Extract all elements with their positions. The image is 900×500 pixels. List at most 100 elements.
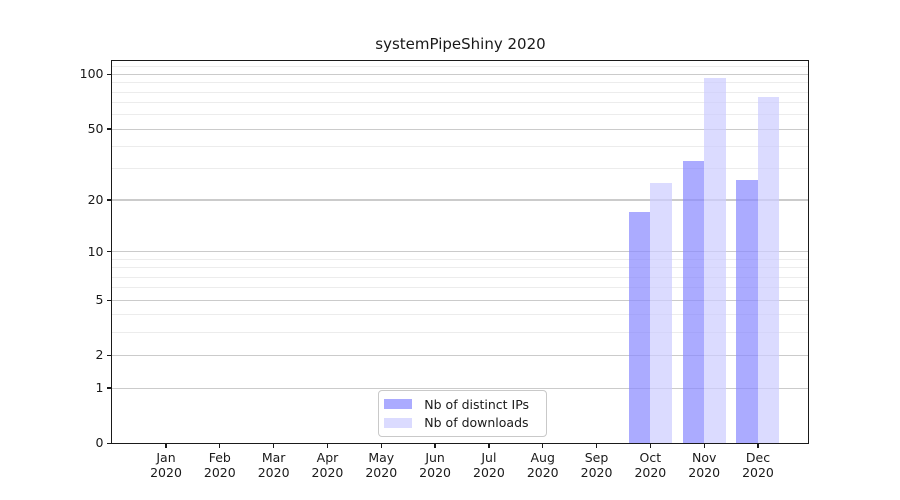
x-tick-year: 2020 (688, 465, 721, 480)
y-tick-label: 2 (95, 347, 104, 363)
y-tick-mark (107, 354, 111, 357)
x-tick-year: 2020 (311, 465, 344, 480)
bar-downloads (650, 182, 672, 444)
x-tick-month: Jun (425, 449, 445, 465)
major-gridline (112, 199, 809, 201)
x-tick-mark (703, 444, 705, 448)
x-tick-mark (219, 444, 221, 448)
x-tick-label: Jan 2020 (136, 450, 196, 481)
major-gridline (112, 355, 809, 357)
x-tick-label: Jul 2020 (459, 450, 519, 481)
x-tick-month: Mar (261, 449, 286, 465)
x-tick-year: 2020 (365, 465, 398, 480)
x-tick-label: May 2020 (351, 450, 411, 481)
legend-entry: Nb of downloads (383, 415, 540, 431)
x-tick-month: May (368, 449, 395, 465)
legend-label: Nb of downloads (424, 415, 529, 431)
legend: Nb of distinct IPs Nb of downloads (377, 389, 547, 438)
x-tick-year: 2020 (526, 465, 559, 480)
x-tick-label: Jun 2020 (405, 450, 465, 481)
legend-label: Nb of distinct IPs (424, 396, 530, 412)
legend-swatch (383, 399, 413, 409)
minor-gridline (112, 145, 809, 148)
x-tick-mark (380, 444, 382, 448)
x-tick-mark (326, 444, 329, 448)
minor-gridline (112, 332, 809, 334)
y-tick-mark (107, 299, 111, 301)
bar-distinct-ips (682, 161, 705, 444)
x-tick-mark (757, 444, 759, 448)
y-tick-label: 100 (79, 66, 104, 82)
x-tick-label: Mar 2020 (244, 450, 304, 481)
x-tick-label: Aug 2020 (513, 450, 573, 481)
x-tick-year: 2020 (150, 465, 182, 480)
x-tick-mark (434, 444, 436, 448)
x-tick-year: 2020 (580, 465, 613, 480)
x-tick-label: Apr 2020 (297, 450, 357, 481)
x-tick-label: Sep 2020 (567, 450, 627, 481)
x-tick-label: Oct 2020 (620, 450, 680, 481)
x-tick-year: 2020 (473, 465, 505, 480)
x-tick-month: Jan (156, 449, 176, 465)
y-tick-mark (107, 387, 111, 389)
bar-distinct-ips (736, 179, 758, 444)
major-gridline (112, 73, 809, 75)
x-tick-month: Oct (639, 449, 662, 465)
y-tick-mark (107, 128, 111, 130)
minor-gridline (112, 82, 809, 84)
bar-downloads (757, 97, 780, 444)
y-tick-label: 50 (87, 120, 104, 136)
x-tick-month: Nov (691, 449, 717, 465)
minor-gridline (112, 66, 809, 68)
x-tick-year: 2020 (203, 465, 236, 480)
x-tick-mark (488, 444, 490, 448)
x-tick-year: 2020 (742, 465, 774, 480)
x-tick-label: Nov 2020 (674, 450, 734, 481)
x-tick-month: Dec (745, 449, 771, 465)
x-tick-mark (165, 444, 167, 448)
y-tick-label: 20 (87, 191, 104, 207)
y-tick-mark (107, 199, 111, 201)
minor-gridline (112, 314, 809, 316)
y-tick-mark (107, 73, 111, 76)
minor-gridline (112, 287, 809, 289)
y-tick-mark (107, 251, 111, 253)
major-gridline (112, 299, 809, 301)
minor-gridline (112, 258, 809, 260)
x-tick-year: 2020 (419, 465, 451, 480)
x-tick-month: Apr (316, 449, 339, 465)
x-tick-year: 2020 (257, 465, 290, 480)
x-tick-month: Jul (481, 449, 497, 465)
x-tick-mark (595, 444, 598, 448)
chart-title: systemPipeShiny 2020 (375, 35, 546, 53)
legend-swatch (383, 418, 413, 428)
major-gridline (112, 128, 809, 130)
minor-gridline (112, 114, 809, 116)
x-tick-mark (272, 444, 275, 448)
x-tick-month: Aug (530, 449, 555, 465)
minor-gridline (112, 168, 809, 170)
y-tick-label: 10 (87, 243, 104, 259)
x-tick-month: Sep (584, 449, 609, 465)
bar-distinct-ips (628, 212, 651, 444)
y-tick-mark (107, 442, 111, 445)
x-tick-label: Feb 2020 (190, 450, 250, 481)
x-tick-month: Feb (208, 449, 231, 465)
minor-gridline (112, 102, 809, 104)
y-tick-label: 5 (95, 292, 104, 307)
major-gridline (112, 387, 809, 389)
x-tick-mark (542, 444, 544, 448)
x-tick-mark (649, 444, 651, 448)
y-tick-label: 1 (95, 379, 104, 395)
minor-gridline (112, 91, 809, 93)
bar-downloads (704, 77, 726, 444)
major-gridline (112, 251, 809, 253)
minor-gridline (112, 276, 809, 278)
legend-entry: Nb of distinct IPs (383, 396, 540, 412)
plot-border (110, 59, 810, 444)
y-tick-label: 0 (95, 435, 104, 451)
x-tick-year: 2020 (634, 465, 667, 480)
x-tick-label: Dec 2020 (728, 450, 788, 481)
minor-gridline (112, 267, 809, 269)
